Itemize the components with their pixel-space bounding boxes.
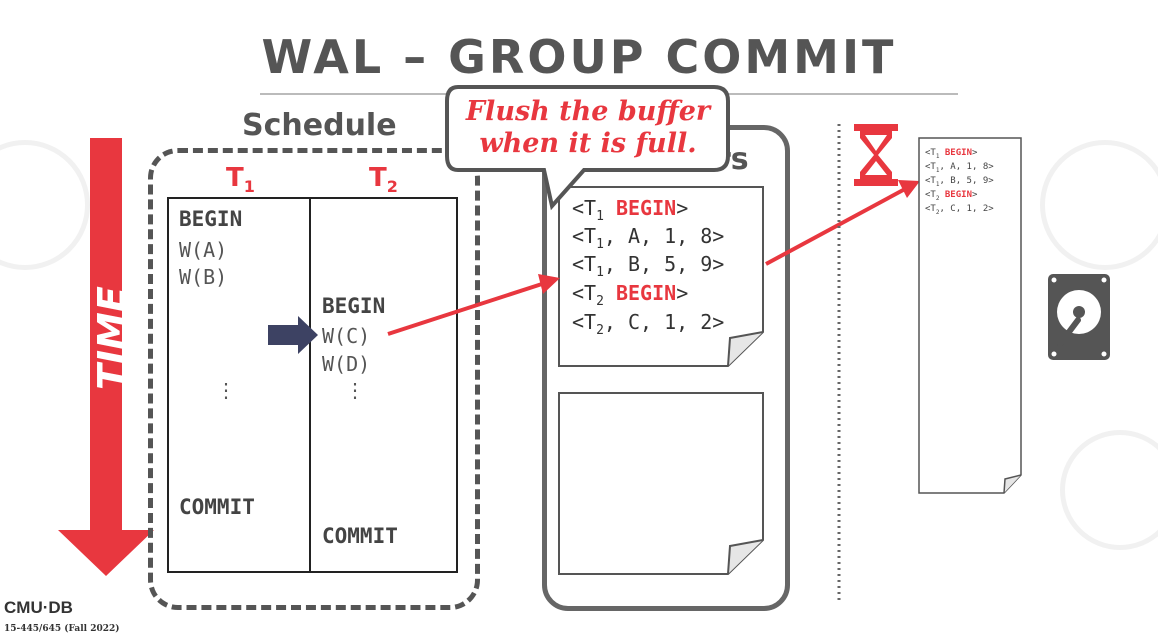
t2-op-begin: BEGIN bbox=[322, 294, 386, 318]
t2-op-write-c: W(C) bbox=[322, 324, 371, 348]
schedule-column-divider bbox=[309, 197, 311, 571]
buffer-entry-1: <T1 BEGIN> bbox=[572, 196, 689, 224]
hourglass-icon bbox=[854, 124, 898, 186]
time-label: TIME bbox=[90, 286, 134, 390]
background-decoration bbox=[1060, 430, 1158, 550]
buffer-entry-2: <T1, A, 1, 8> bbox=[572, 224, 725, 252]
background-decoration bbox=[1040, 140, 1158, 270]
t2-header: T2 bbox=[369, 163, 398, 197]
schedule-box bbox=[148, 148, 480, 610]
disk-entry-3: <T1, B, 5, 9> bbox=[925, 176, 994, 188]
t1-op-begin: BEGIN bbox=[179, 207, 243, 231]
buffer-entry-3: <T1, B, 5, 9> bbox=[572, 252, 725, 280]
disk-entry-1: <T1 BEGIN> bbox=[925, 148, 978, 160]
schedule-label: Schedule bbox=[242, 108, 397, 143]
disk-entry-2: <T1, A, 1, 8> bbox=[925, 162, 994, 174]
callout-text: Flush the buffer when it is full. bbox=[465, 96, 711, 159]
t1-op-ellipsis: ⋮ bbox=[216, 378, 236, 402]
slide-title: WAL – GROUP COMMIT bbox=[261, 30, 897, 84]
disk-entry-4: <T2 BEGIN> bbox=[925, 190, 978, 202]
disk-log-page bbox=[918, 137, 1022, 494]
time-arrow-shaft bbox=[90, 138, 122, 533]
flush-arrows bbox=[387, 180, 920, 336]
t1-op-write-a: W(A) bbox=[179, 238, 228, 262]
t2-op-ellipsis: ⋮ bbox=[345, 378, 365, 402]
callout-bubble bbox=[445, 85, 730, 211]
t1-op-write-b: W(B) bbox=[179, 265, 228, 289]
schedule-table bbox=[167, 197, 458, 573]
time-arrow-head bbox=[58, 530, 154, 576]
buffer-page-1 bbox=[558, 186, 764, 367]
disk-separator bbox=[837, 124, 841, 604]
background-decoration bbox=[0, 140, 90, 270]
hard-disk-icon bbox=[1048, 274, 1110, 360]
footer-logo: CMU·DB bbox=[4, 598, 73, 617]
t1-op-commit: COMMIT bbox=[179, 495, 255, 519]
pointer-arrow-icon bbox=[268, 316, 318, 354]
t2-op-write-d: W(D) bbox=[322, 352, 371, 376]
buffer-page-2 bbox=[558, 392, 764, 575]
buffer-entry-5: <T2, C, 1, 2> bbox=[572, 310, 725, 338]
t1-header: T1 bbox=[226, 163, 255, 197]
disk-entry-5: <T2, C, 1, 2> bbox=[925, 204, 994, 216]
t2-op-commit: COMMIT bbox=[322, 524, 398, 548]
footer-course: 15-445/645 (Fall 2022) bbox=[4, 624, 120, 634]
buffer-entry-4: <T2 BEGIN> bbox=[572, 281, 689, 309]
